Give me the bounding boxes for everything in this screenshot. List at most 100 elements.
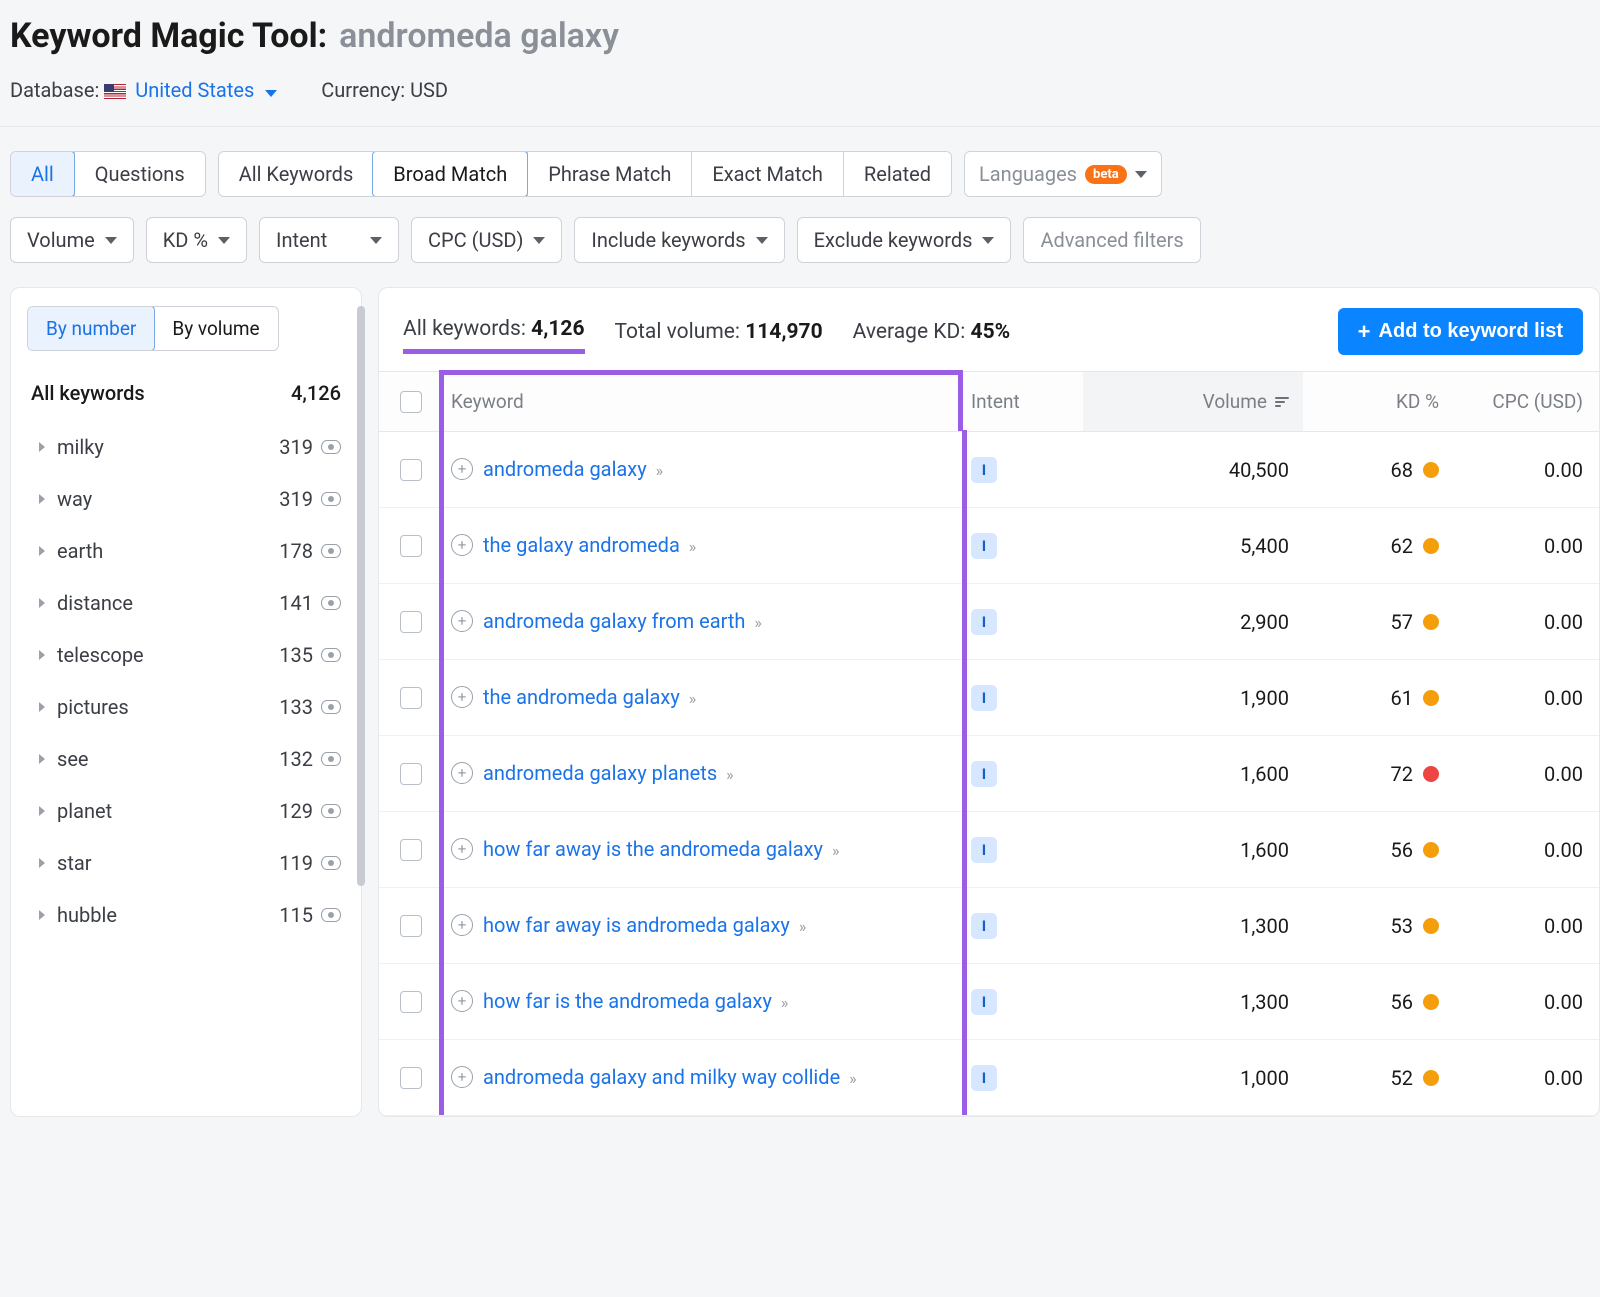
row-checkbox[interactable]	[400, 535, 422, 557]
sidebar-item-label: hubble	[57, 903, 117, 927]
database-selector[interactable]: Database: United States	[10, 78, 277, 102]
table-row: +how far away is the andromeda galaxy »I…	[379, 812, 1599, 888]
intent-badge: I	[971, 457, 997, 483]
match-type-tabs: AllQuestions All KeywordsBroad MatchPhra…	[0, 127, 1600, 209]
include-keywords-filter[interactable]: Include keywords	[574, 217, 784, 263]
double-chevron-icon: »	[799, 917, 807, 936]
kd-value: 56	[1391, 990, 1413, 1014]
chevron-right-icon	[39, 442, 45, 452]
eye-icon[interactable]	[321, 856, 341, 870]
eye-icon[interactable]	[321, 544, 341, 558]
sidebar-item-pictures[interactable]: pictures133	[11, 681, 361, 733]
cell-kd: 72	[1303, 738, 1453, 810]
eye-icon[interactable]	[321, 804, 341, 818]
eye-icon[interactable]	[321, 908, 341, 922]
chevron-right-icon	[39, 494, 45, 504]
col-cpc[interactable]: CPC (USD)	[1453, 372, 1599, 431]
sidebar-item-earth[interactable]: earth178	[11, 525, 361, 577]
sidebar-item-milky[interactable]: milky319	[11, 421, 361, 473]
row-checkbox[interactable]	[400, 915, 422, 937]
keyword-link[interactable]: how far away is the andromeda galaxy »	[483, 836, 839, 863]
match-tab-broad-match[interactable]: Broad Match	[372, 151, 528, 197]
match-tab-exact-match[interactable]: Exact Match	[691, 152, 843, 196]
sidebar-item-telescope[interactable]: telescope135	[11, 629, 361, 681]
volume-filter[interactable]: Volume	[10, 217, 134, 263]
keyword-link[interactable]: andromeda galaxy »	[483, 456, 663, 483]
cpc-filter[interactable]: CPC (USD)	[411, 217, 562, 263]
intent-filter[interactable]: Intent	[259, 217, 399, 263]
eye-icon[interactable]	[321, 440, 341, 454]
expand-icon[interactable]: +	[451, 686, 473, 708]
keyword-link[interactable]: andromeda galaxy from earth »	[483, 608, 762, 635]
kd-filter[interactable]: KD %	[146, 217, 247, 263]
exclude-keywords-filter[interactable]: Exclude keywords	[797, 217, 1012, 263]
match-tab-phrase-match[interactable]: Phrase Match	[527, 152, 691, 196]
languages-dropdown[interactable]: Languages beta	[964, 151, 1162, 197]
database-value: United States	[135, 78, 254, 102]
expand-icon[interactable]: +	[451, 458, 473, 480]
cell-keyword: + andromeda galaxy »	[443, 432, 963, 507]
eye-icon[interactable]	[321, 596, 341, 610]
stat-all-label: All keywords:	[403, 317, 526, 341]
col-intent[interactable]: Intent	[963, 372, 1083, 431]
keyword-link[interactable]: how far is the andromeda galaxy »	[483, 988, 788, 1015]
expand-icon[interactable]: +	[451, 762, 473, 784]
row-checkbox[interactable]	[400, 1067, 422, 1089]
advanced-filters[interactable]: Advanced filters	[1023, 217, 1200, 263]
cell-volume: 1,300	[1083, 890, 1303, 962]
kd-value: 68	[1391, 458, 1413, 482]
sidebar-item-see[interactable]: see132	[11, 733, 361, 785]
expand-icon[interactable]: +	[451, 914, 473, 936]
keyword-link[interactable]: the andromeda galaxy »	[483, 684, 696, 711]
keyword-link[interactable]: andromeda galaxy and milky way collide »	[483, 1064, 857, 1091]
volume-filter-label: Volume	[27, 228, 95, 252]
match-tab-related[interactable]: Related	[843, 152, 951, 196]
row-checkbox[interactable]	[400, 991, 422, 1013]
sidebar-item-star[interactable]: star119	[11, 837, 361, 889]
keyword-link[interactable]: how far away is andromeda galaxy »	[483, 912, 806, 939]
double-chevron-icon: »	[781, 993, 789, 1012]
sidebar-item-distance[interactable]: distance141	[11, 577, 361, 629]
add-to-keyword-list-button[interactable]: + Add to keyword list	[1338, 308, 1583, 355]
select-all-checkbox[interactable]	[400, 391, 422, 413]
eye-icon[interactable]	[321, 700, 341, 714]
intent-badge: I	[971, 685, 997, 711]
eye-icon[interactable]	[321, 648, 341, 662]
col-volume[interactable]: Volume	[1083, 372, 1303, 431]
col-cpc-label: CPC (USD)	[1492, 390, 1583, 413]
add-button-label: Add to keyword list	[1379, 320, 1563, 343]
match-tab-all-keywords[interactable]: All Keywords	[219, 152, 374, 196]
expand-icon[interactable]: +	[451, 610, 473, 632]
expand-icon[interactable]: +	[451, 990, 473, 1012]
expand-icon[interactable]: +	[451, 1066, 473, 1088]
sidebar-item-count: 141	[279, 591, 313, 615]
table-row: +andromeda galaxy from earth »I2,900570.…	[379, 584, 1599, 660]
row-checkbox[interactable]	[400, 459, 422, 481]
row-checkbox[interactable]	[400, 839, 422, 861]
col-kd[interactable]: KD %	[1303, 372, 1453, 431]
double-chevron-icon: »	[754, 613, 762, 632]
row-checkbox[interactable]	[400, 763, 422, 785]
include-filter-label: Include keywords	[591, 228, 745, 252]
cell-kd: 56	[1303, 966, 1453, 1038]
sidebar-item-hubble[interactable]: hubble115	[11, 889, 361, 941]
table-row: +andromeda galaxy »I40,500680.00	[379, 432, 1599, 508]
col-keyword[interactable]: Keyword	[443, 372, 963, 431]
keyword-link[interactable]: the galaxy andromeda »	[483, 532, 696, 559]
eye-icon[interactable]	[321, 492, 341, 506]
keyword-link[interactable]: andromeda galaxy planets »	[483, 760, 734, 787]
eye-icon[interactable]	[321, 752, 341, 766]
scope-tab-all[interactable]: All	[10, 151, 75, 197]
sidebar-item-way[interactable]: way319	[11, 473, 361, 525]
scope-tab-questions[interactable]: Questions	[74, 152, 205, 196]
sort-by-number[interactable]: By number	[27, 306, 155, 351]
expand-icon[interactable]: +	[451, 838, 473, 860]
sidebar-item-planet[interactable]: planet129	[11, 785, 361, 837]
expand-icon[interactable]: +	[451, 534, 473, 556]
sidebar-all-keywords[interactable]: All keywords 4,126	[11, 365, 361, 421]
row-checkbox[interactable]	[400, 611, 422, 633]
scrollbar[interactable]	[357, 306, 365, 886]
kd-difficulty-dot	[1423, 1070, 1439, 1086]
sort-by-volume[interactable]: By volume	[154, 307, 277, 350]
row-checkbox[interactable]	[400, 687, 422, 709]
